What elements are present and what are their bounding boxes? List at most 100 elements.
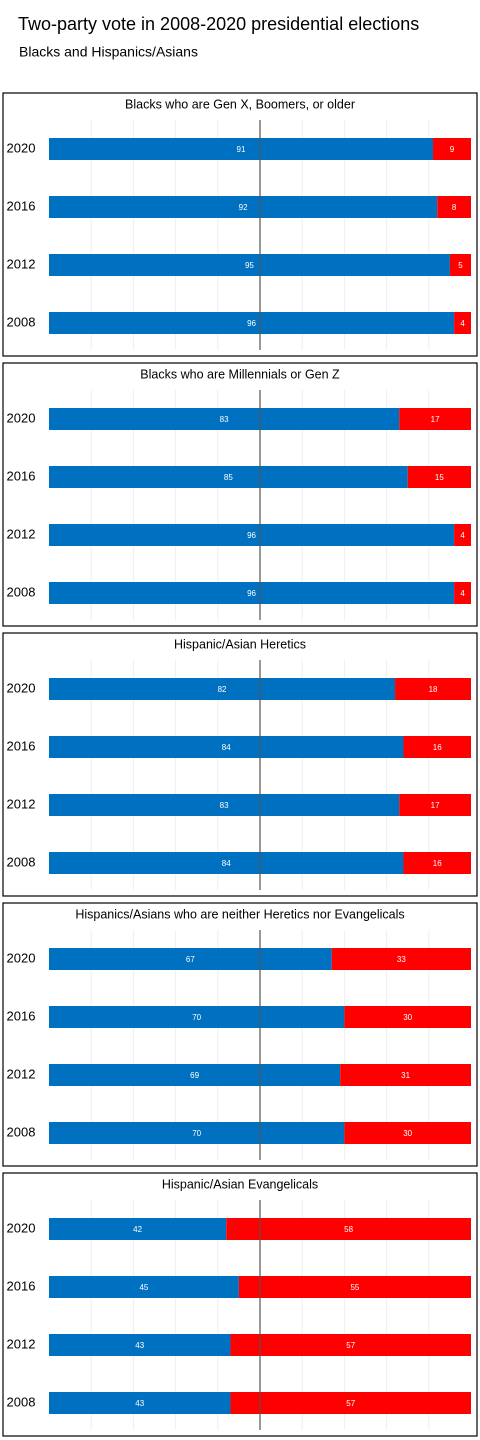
y-tick-label: 2016 — [7, 198, 36, 213]
data-label: 84 — [222, 743, 231, 752]
bar-segment — [407, 466, 471, 488]
bar-segment — [344, 1006, 471, 1028]
bar-segment — [49, 948, 332, 970]
data-label: 9 — [450, 145, 455, 154]
bar-segment — [454, 312, 471, 334]
bar-segment — [49, 1006, 345, 1028]
data-label: 92 — [239, 203, 248, 212]
data-label: 57 — [346, 1399, 355, 1408]
page-subtitle: Blacks and Hispanics/Asians — [19, 44, 198, 60]
bar-segment — [437, 196, 471, 218]
bar-segment — [399, 794, 471, 816]
bar-segment — [49, 196, 438, 218]
data-label: 70 — [192, 1013, 201, 1022]
chart-title: Blacks who are Millennials or Gen Z — [140, 367, 340, 381]
data-label: 83 — [220, 801, 229, 810]
chart-title: Hispanic/Asian Evangelicals — [162, 1177, 318, 1191]
data-label: 43 — [135, 1341, 144, 1350]
chart-title: Hispanic/Asian Heretics — [174, 637, 306, 651]
data-label: 31 — [401, 1071, 410, 1080]
page-title: Two-party vote in 2008-2020 presidential… — [18, 14, 419, 34]
data-label: 5 — [458, 261, 463, 270]
bar-segment — [49, 466, 408, 488]
panel-border — [2, 92, 478, 357]
bar-segment — [49, 138, 434, 160]
data-label: 30 — [403, 1013, 412, 1022]
data-label: 33 — [397, 955, 406, 964]
bar-segment — [49, 736, 404, 758]
data-label: 4 — [460, 531, 465, 540]
y-tick-label: 2020 — [7, 680, 36, 695]
bar-segment — [49, 1392, 231, 1414]
bar-segment — [395, 678, 471, 700]
y-tick-label: 2020 — [7, 410, 36, 425]
data-label: 85 — [224, 473, 233, 482]
y-tick-label: 2016 — [7, 468, 36, 483]
data-label: 17 — [431, 415, 440, 424]
y-tick-label: 2020 — [7, 1220, 36, 1235]
bar-segment — [230, 1334, 471, 1356]
bar-segment — [49, 408, 400, 430]
bar-segment — [49, 1334, 231, 1356]
chart-title: Hispanics/Asians who are neither Heretic… — [75, 907, 404, 921]
bar-segment — [49, 524, 455, 546]
data-label: 69 — [190, 1071, 199, 1080]
y-tick-label: 2008 — [7, 314, 36, 329]
bar-segment — [49, 582, 455, 604]
y-tick-label: 2008 — [7, 1124, 36, 1139]
bar-segment — [49, 1064, 341, 1086]
bar-segment — [454, 582, 471, 604]
bar-segment — [49, 254, 450, 276]
bar-segment — [331, 948, 471, 970]
data-label: 17 — [431, 801, 440, 810]
y-tick-label: 2016 — [7, 1008, 36, 1023]
bar-segment — [433, 138, 471, 160]
y-tick-label: 2016 — [7, 738, 36, 753]
y-tick-label: 2012 — [7, 1066, 36, 1081]
data-label: 45 — [139, 1283, 148, 1292]
bar-segment — [230, 1392, 471, 1414]
bar-segment — [344, 1122, 471, 1144]
y-tick-label: 2020 — [7, 140, 36, 155]
data-label: 83 — [220, 415, 229, 424]
data-label: 4 — [460, 589, 465, 598]
data-label: 57 — [346, 1341, 355, 1350]
data-label: 4 — [460, 319, 465, 328]
data-label: 15 — [435, 473, 444, 482]
data-label: 16 — [433, 743, 442, 752]
data-label: 18 — [429, 685, 438, 694]
data-label: 70 — [192, 1129, 201, 1138]
panel-border — [2, 362, 478, 627]
data-label: 91 — [237, 145, 246, 154]
y-tick-label: 2008 — [7, 584, 36, 599]
y-tick-label: 2012 — [7, 256, 36, 271]
data-label: 8 — [452, 203, 457, 212]
bar-segment — [226, 1218, 471, 1240]
data-label: 67 — [186, 955, 195, 964]
chart-title: Blacks who are Gen X, Boomers, or older — [125, 97, 355, 111]
data-label: 95 — [245, 261, 254, 270]
bar-segment — [49, 678, 396, 700]
data-label: 43 — [135, 1399, 144, 1408]
bar-segment — [449, 254, 471, 276]
bar-segment — [403, 852, 471, 874]
bar-segment — [49, 1122, 345, 1144]
data-label: 84 — [222, 859, 231, 868]
bar-segment — [454, 524, 471, 546]
panel-border — [2, 1172, 478, 1437]
data-label: 42 — [133, 1225, 142, 1234]
bar-segment — [49, 852, 404, 874]
data-label: 58 — [344, 1225, 353, 1234]
y-tick-label: 2012 — [7, 526, 36, 541]
y-tick-label: 2020 — [7, 950, 36, 965]
panel-border — [2, 902, 478, 1167]
y-tick-label: 2008 — [7, 1394, 36, 1409]
y-tick-label: 2016 — [7, 1278, 36, 1293]
bar-segment — [49, 312, 455, 334]
bar-segment — [399, 408, 471, 430]
bar-segment — [340, 1064, 471, 1086]
bar-segment — [49, 1218, 227, 1240]
panel-border — [2, 632, 478, 897]
bar-segment — [238, 1276, 471, 1298]
